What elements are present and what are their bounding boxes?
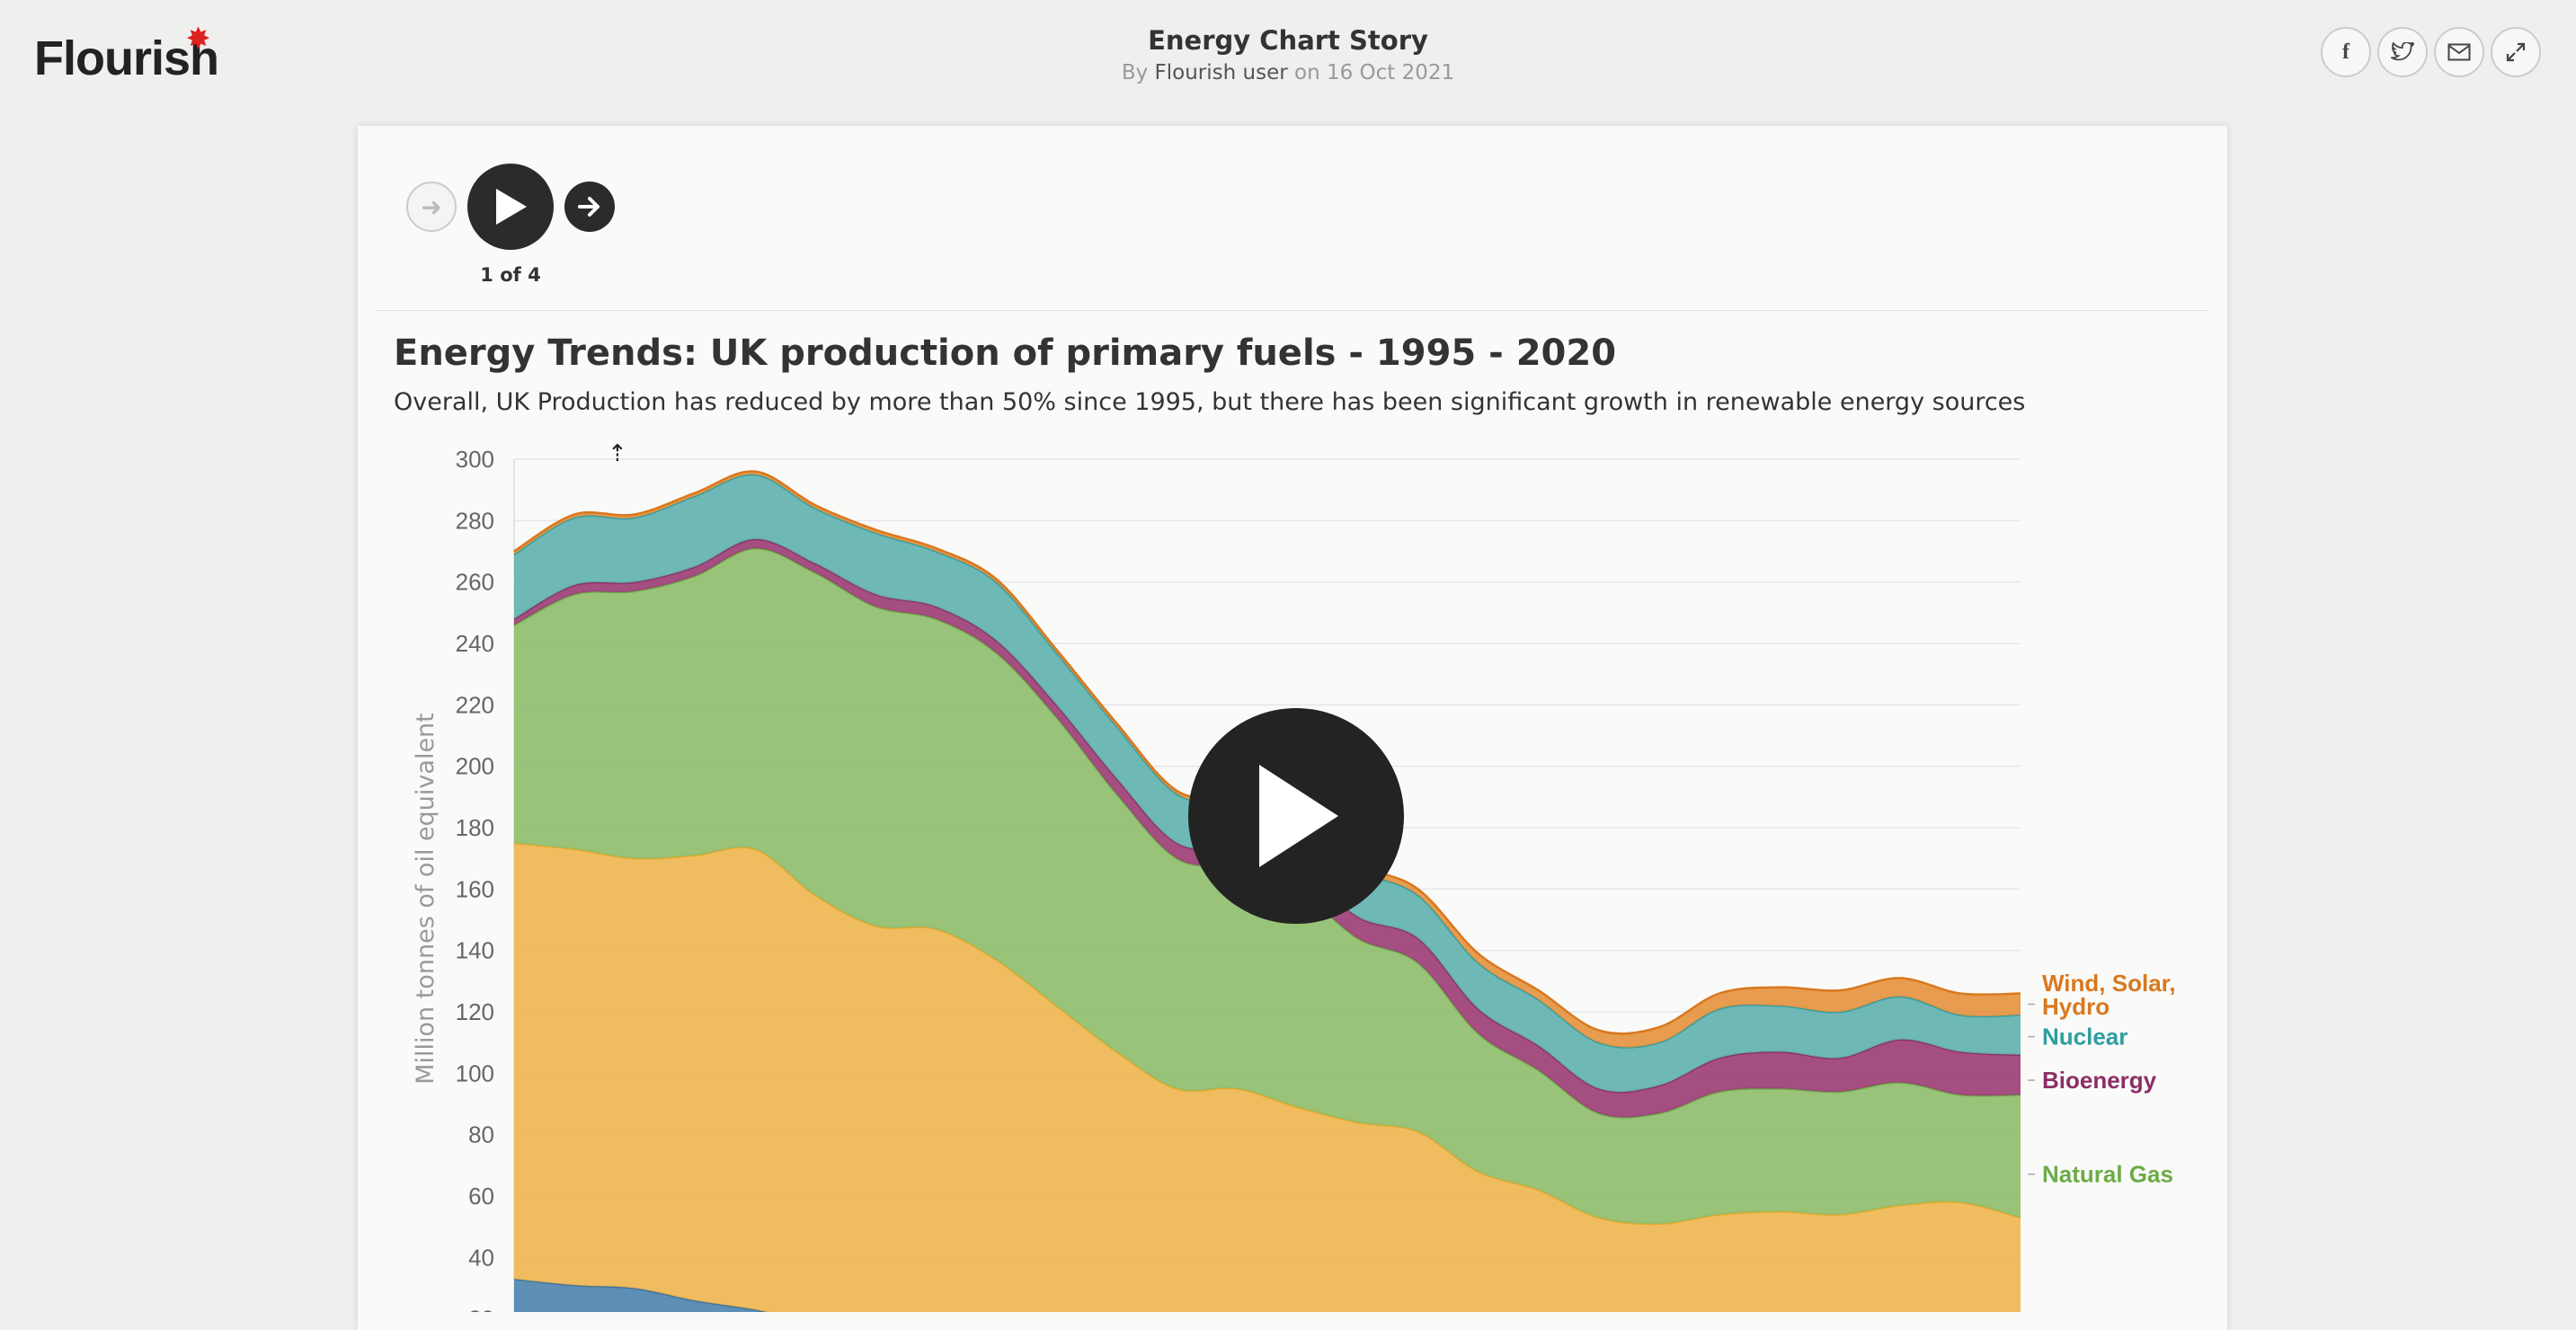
y-tick-label: 300 bbox=[456, 446, 494, 473]
logo-text: Flourish bbox=[34, 31, 219, 85]
byline-prefix: By bbox=[1121, 61, 1149, 84]
fullscreen-button[interactable] bbox=[2491, 27, 2541, 77]
area-series-bioenergy[interactable] bbox=[514, 538, 2021, 1118]
y-tick-label: 200 bbox=[456, 753, 494, 780]
video-play-button[interactable] bbox=[1188, 708, 1404, 924]
play-icon bbox=[1259, 765, 1338, 867]
facebook-icon: f bbox=[2342, 40, 2349, 64]
byline: By Flourish user on 16 Oct 2021 bbox=[0, 61, 2576, 84]
y-tick-label: 260 bbox=[456, 569, 494, 596]
byline-date: on 16 Oct 2021 bbox=[1294, 61, 1455, 84]
chart-title: Energy Trends: UK production of primary … bbox=[394, 332, 1617, 374]
y-tick-label: 160 bbox=[456, 875, 494, 902]
y-tick-label: 120 bbox=[456, 998, 494, 1025]
y-tick-label: 280 bbox=[456, 507, 494, 534]
area-series-wind-solar-hydro[interactable] bbox=[514, 471, 2021, 1048]
legend-label: Hydro bbox=[2042, 993, 2110, 1020]
arrow-left-icon: ➜ bbox=[421, 191, 442, 222]
legend-label: Natural Gas bbox=[2042, 1161, 2173, 1188]
y-tick-label: 240 bbox=[456, 630, 494, 657]
previous-slide-button[interactable]: ➜ bbox=[406, 182, 457, 232]
area-series-nuclear[interactable] bbox=[514, 474, 2021, 1093]
y-tick-label: 20 bbox=[468, 1306, 494, 1312]
legend-label: Wind, Solar, bbox=[2042, 970, 2176, 997]
slide-counter: 1 of 4 bbox=[480, 264, 541, 286]
email-share-button[interactable] bbox=[2434, 27, 2484, 77]
y-tick-label: 40 bbox=[468, 1244, 494, 1271]
arrow-right-icon bbox=[578, 197, 600, 217]
cursor-arrow-icon: ⇡ bbox=[608, 440, 627, 467]
facebook-share-button[interactable]: f bbox=[2321, 27, 2371, 77]
legend-label: Bioenergy bbox=[2042, 1067, 2157, 1094]
story-title: Energy Chart Story bbox=[1148, 25, 1428, 56]
author-link[interactable]: Flourish user bbox=[1154, 61, 1288, 84]
y-axis-label: Million tonnes of oil equivalent bbox=[412, 713, 440, 1085]
y-tick-label: 100 bbox=[456, 1060, 494, 1086]
next-slide-button[interactable] bbox=[564, 182, 615, 232]
play-icon bbox=[496, 189, 527, 225]
twitter-share-button[interactable] bbox=[2377, 27, 2428, 77]
logo-star-icon: ✸ bbox=[187, 24, 209, 54]
divider bbox=[376, 310, 2209, 311]
area-series-petroleum[interactable] bbox=[514, 843, 2021, 1312]
y-tick-label: 80 bbox=[468, 1122, 494, 1148]
flourish-logo[interactable]: Flourish ✸ bbox=[34, 24, 219, 86]
y-tick-label: 140 bbox=[456, 937, 494, 964]
email-icon bbox=[2447, 43, 2471, 61]
series-line bbox=[513, 1278, 772, 1312]
expand-icon bbox=[2506, 42, 2526, 62]
series-line bbox=[513, 841, 2021, 1226]
twitter-icon bbox=[2391, 42, 2414, 61]
y-tick-label: 220 bbox=[456, 691, 494, 718]
y-tick-label: 180 bbox=[456, 814, 494, 841]
legend-label: Nuclear bbox=[2042, 1024, 2127, 1051]
y-tick-label: 60 bbox=[468, 1183, 494, 1210]
chart-subtitle: Overall, UK Production has reduced by mo… bbox=[394, 388, 2026, 416]
play-story-button[interactable] bbox=[467, 164, 554, 250]
area-series-coal[interactable] bbox=[514, 1279, 2021, 1312]
